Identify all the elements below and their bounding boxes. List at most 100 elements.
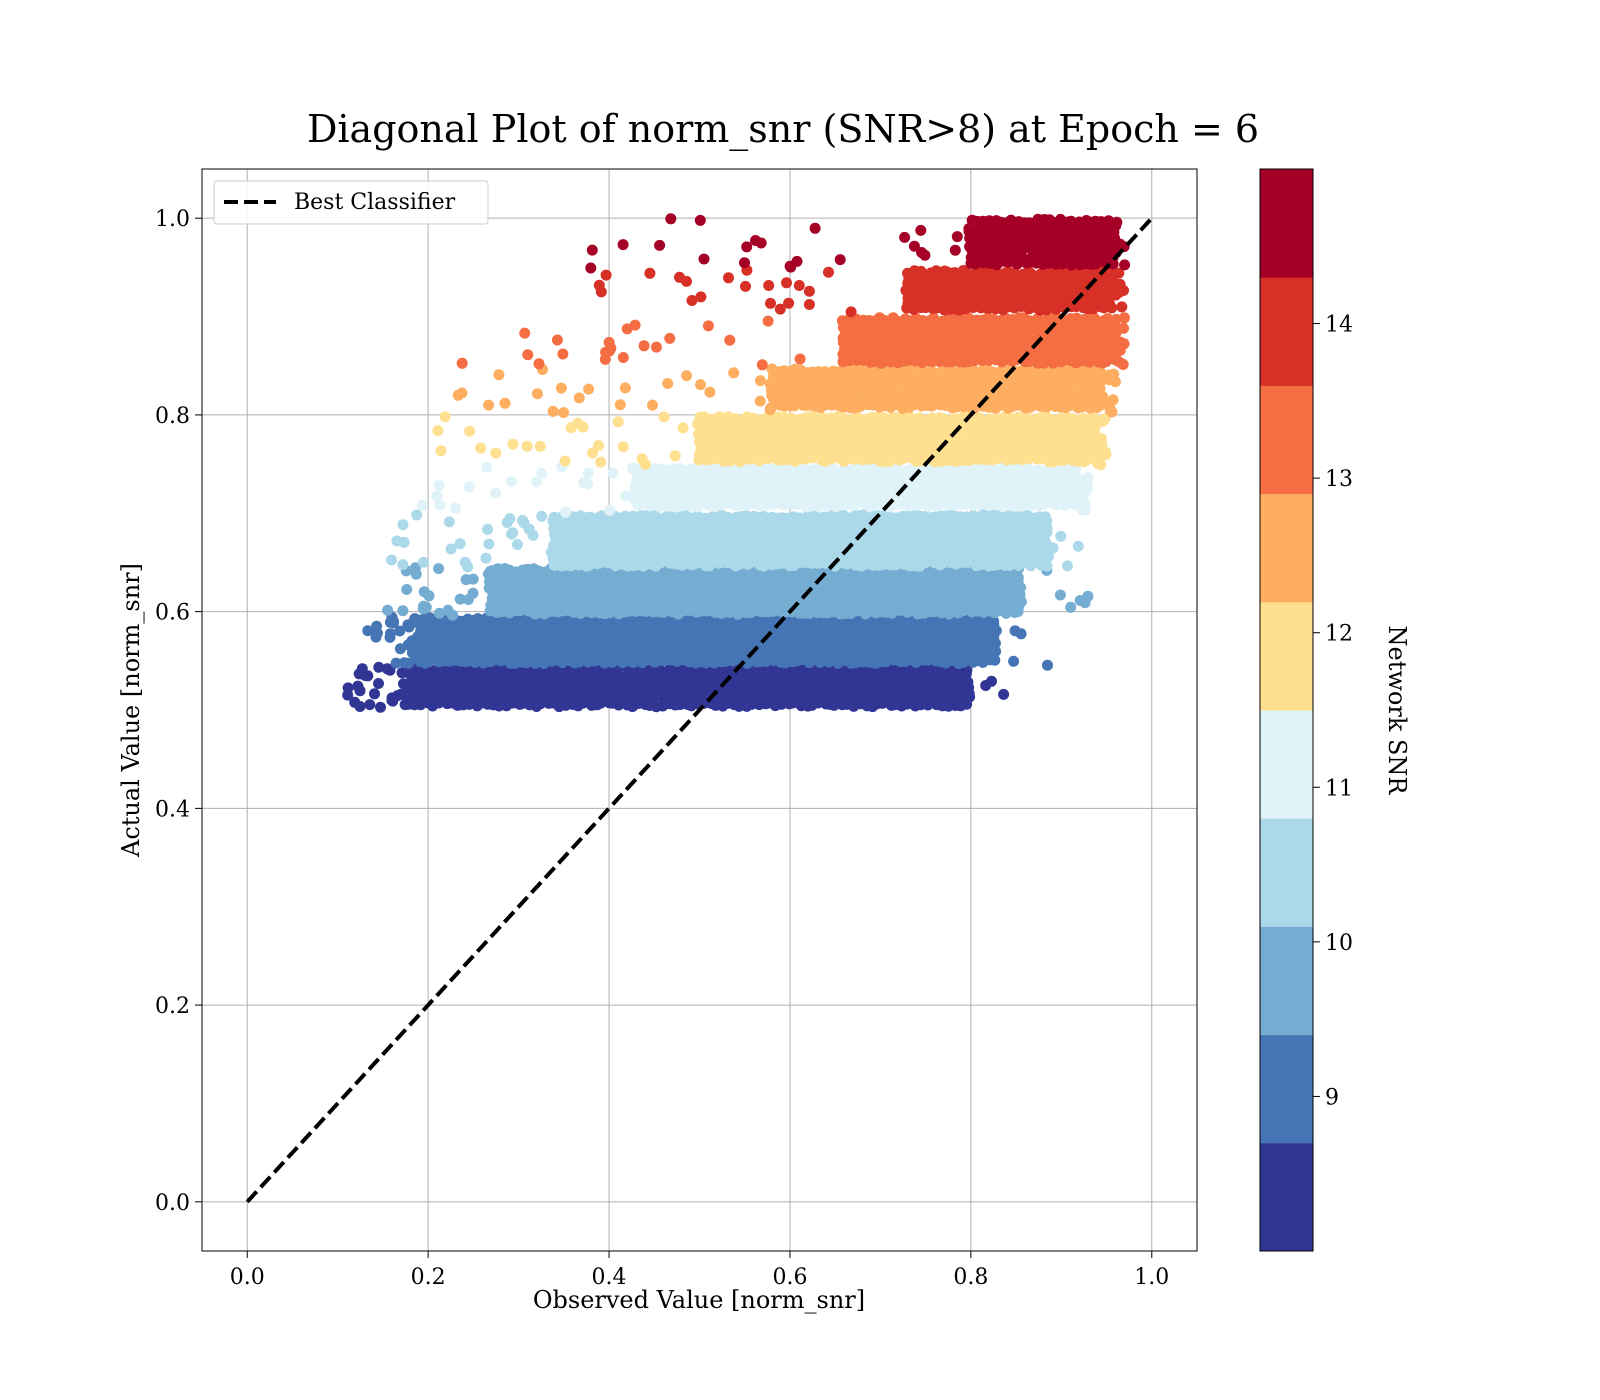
scatter-point bbox=[1012, 606, 1024, 618]
scatter-point bbox=[600, 346, 612, 358]
scatter-point bbox=[754, 395, 766, 407]
scatter-point bbox=[1042, 659, 1053, 671]
scatter-point bbox=[445, 543, 457, 555]
scatter-point bbox=[1114, 336, 1126, 348]
scatter-point bbox=[1062, 560, 1073, 572]
scatter-point bbox=[734, 456, 746, 468]
scatter-point bbox=[647, 399, 658, 411]
scatter-point bbox=[593, 440, 604, 451]
scatter-point bbox=[569, 581, 581, 593]
scatter-point bbox=[483, 538, 495, 550]
scatter-point bbox=[658, 606, 669, 618]
scatter-point bbox=[739, 691, 751, 703]
scatter-point bbox=[485, 565, 496, 577]
scatter-point bbox=[619, 382, 631, 394]
scatter-point bbox=[989, 654, 1001, 666]
scatter-point bbox=[1065, 601, 1077, 613]
scatter-point bbox=[617, 441, 629, 453]
scatter-point bbox=[460, 656, 472, 668]
scatter-point bbox=[890, 559, 902, 571]
series-band-8 bbox=[456, 312, 1130, 371]
scatter-point bbox=[959, 498, 971, 510]
scatter-point bbox=[1118, 312, 1130, 324]
scatter-point bbox=[992, 452, 1004, 464]
scatter-point bbox=[922, 654, 933, 666]
scatter-point bbox=[1118, 322, 1129, 334]
chart-title: Diagonal Plot of norm_snr (SNR>8) at Epo… bbox=[307, 107, 1259, 152]
scatter-point bbox=[533, 358, 545, 370]
scatter-point bbox=[382, 604, 394, 616]
scatter-point bbox=[627, 657, 639, 668]
scatter-point bbox=[499, 397, 511, 409]
scatter-point bbox=[433, 563, 445, 575]
scatter-point bbox=[520, 657, 532, 669]
scatter-point bbox=[573, 392, 585, 404]
scatter-point bbox=[1037, 498, 1049, 510]
scatter-point bbox=[511, 539, 523, 550]
scatter-point bbox=[418, 556, 429, 568]
scatter-point bbox=[758, 560, 770, 572]
series-band-6 bbox=[432, 410, 1112, 471]
scatter-point bbox=[342, 689, 354, 701]
scatter-point bbox=[384, 631, 396, 643]
scatter-point bbox=[681, 370, 693, 382]
scatter-point bbox=[926, 400, 938, 412]
scatter-point bbox=[1097, 415, 1109, 427]
scatter-point bbox=[604, 582, 615, 594]
scatter-point bbox=[403, 657, 415, 669]
scatter-point bbox=[388, 617, 399, 629]
scatter-point bbox=[397, 559, 409, 571]
scatter-point bbox=[1041, 401, 1053, 413]
scatter-point bbox=[507, 527, 519, 539]
scatter-point bbox=[998, 688, 1010, 700]
scatter-point bbox=[495, 655, 507, 667]
scatter-point bbox=[1055, 530, 1067, 542]
scatter-point bbox=[762, 315, 774, 327]
scatter-point bbox=[1076, 416, 1088, 428]
scatter-point bbox=[545, 546, 557, 558]
scatter-point bbox=[475, 442, 487, 454]
scatter-point bbox=[841, 558, 853, 570]
scatter-point bbox=[1093, 456, 1105, 468]
scatter-point bbox=[370, 631, 382, 643]
scatter-point bbox=[604, 607, 616, 619]
scatter-point bbox=[853, 550, 865, 562]
scatter-point bbox=[522, 349, 534, 361]
scatter-point bbox=[364, 699, 376, 711]
scatter-point bbox=[433, 607, 445, 619]
scatter-point bbox=[764, 404, 776, 416]
scatter-point bbox=[961, 698, 973, 710]
scatter-point bbox=[595, 697, 607, 709]
scatter-point bbox=[1100, 356, 1112, 367]
scatter-point bbox=[423, 656, 435, 668]
scatter-point bbox=[536, 467, 548, 479]
scatter-point bbox=[560, 506, 572, 518]
scatter-point bbox=[483, 582, 495, 594]
scatter-point bbox=[1023, 453, 1035, 464]
scatter-point bbox=[803, 608, 815, 619]
scatter-point bbox=[531, 476, 542, 488]
scatter-point bbox=[531, 388, 543, 400]
scatter-point bbox=[551, 334, 563, 346]
scatter-point bbox=[741, 657, 753, 669]
scatter-point bbox=[467, 587, 479, 599]
series-band-7 bbox=[452, 363, 1121, 419]
scatter-point bbox=[410, 639, 421, 651]
scatter-point bbox=[794, 353, 806, 365]
scatter-point bbox=[535, 698, 547, 710]
scatter-point bbox=[410, 568, 422, 580]
scatter-point bbox=[859, 559, 871, 571]
scatter-point bbox=[695, 379, 706, 391]
scatter-point bbox=[704, 386, 716, 398]
scatter-point bbox=[490, 487, 502, 499]
scatter-point bbox=[1054, 589, 1066, 601]
scatter-point bbox=[677, 422, 689, 434]
scatter-point bbox=[919, 674, 931, 686]
scatter-point bbox=[693, 454, 705, 466]
scatter-point bbox=[724, 334, 736, 346]
scatter-point bbox=[507, 438, 519, 450]
scatter-point bbox=[505, 476, 517, 488]
scatter-point bbox=[558, 407, 570, 419]
scatter-point bbox=[519, 327, 531, 339]
scatter-point bbox=[565, 422, 577, 434]
